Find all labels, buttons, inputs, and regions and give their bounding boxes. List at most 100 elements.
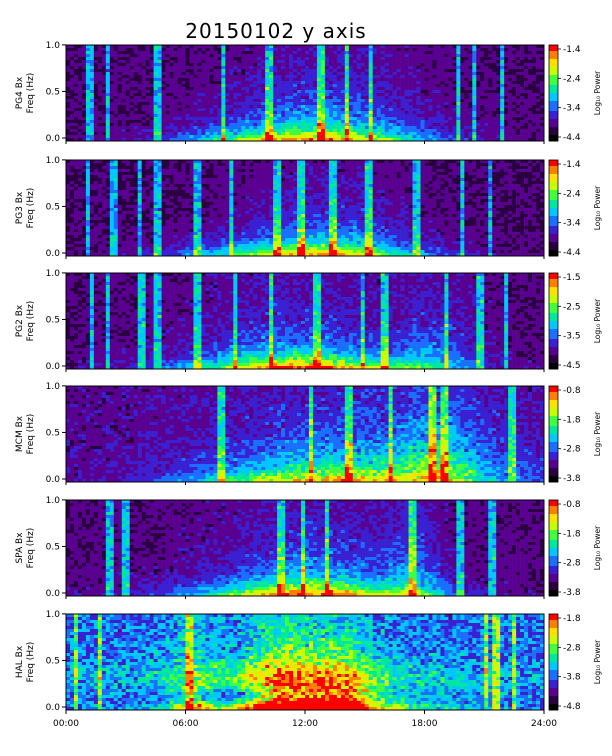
heatmap-cell bbox=[444, 96, 448, 99]
heatmap-cell bbox=[126, 75, 130, 78]
heatmap-cell bbox=[122, 57, 126, 60]
heatmap-cell bbox=[305, 120, 309, 123]
heatmap-cell bbox=[201, 99, 205, 102]
heatmap-cell bbox=[197, 120, 201, 123]
heatmap-cell bbox=[472, 132, 476, 135]
heatmap-cell bbox=[118, 96, 122, 99]
heatmap-cell bbox=[138, 90, 142, 93]
heatmap-cell bbox=[504, 90, 508, 93]
heatmap-cell bbox=[217, 72, 221, 75]
heatmap-cell bbox=[297, 66, 301, 69]
heatmap-cell bbox=[452, 99, 456, 102]
heatmap-cell bbox=[464, 75, 468, 78]
heatmap-cell bbox=[114, 111, 118, 114]
heatmap-cell bbox=[142, 126, 146, 129]
heatmap-cell bbox=[273, 51, 277, 54]
heatmap-cell bbox=[126, 117, 130, 120]
heatmap-cell bbox=[496, 120, 500, 123]
heatmap-cell bbox=[82, 235, 86, 238]
heatmap-cell bbox=[273, 90, 277, 93]
heatmap-cell bbox=[249, 90, 253, 93]
heatmap-cell bbox=[205, 135, 209, 138]
heatmap-cell bbox=[78, 214, 82, 217]
heatmap-cell bbox=[193, 75, 197, 78]
heatmap-cell bbox=[285, 129, 289, 132]
heatmap-cell bbox=[249, 99, 253, 102]
heatmap-cell bbox=[373, 99, 377, 102]
heatmap-cell bbox=[452, 135, 456, 138]
heatmap-cell bbox=[142, 48, 146, 51]
heatmap-cell bbox=[134, 187, 138, 190]
heatmap-cell bbox=[245, 66, 249, 69]
heatmap-cell bbox=[273, 93, 277, 96]
heatmap-cell bbox=[385, 51, 389, 54]
heatmap-cell bbox=[146, 78, 150, 81]
heatmap-cell bbox=[114, 238, 118, 241]
heatmap-cell bbox=[182, 247, 186, 250]
heatmap-cell bbox=[233, 96, 237, 99]
heatmap-cell bbox=[150, 163, 154, 166]
heatmap-cell bbox=[122, 193, 126, 196]
heatmap-cell bbox=[345, 54, 349, 57]
heatmap-cell bbox=[293, 57, 297, 60]
heatmap-cell bbox=[193, 205, 197, 208]
heatmap-cell bbox=[257, 72, 261, 75]
heatmap-cell bbox=[241, 54, 245, 57]
heatmap-cell bbox=[524, 60, 528, 63]
heatmap-cell bbox=[182, 48, 186, 51]
heatmap-cell bbox=[269, 66, 273, 69]
heatmap-cell bbox=[174, 84, 178, 87]
heatmap-cell bbox=[377, 108, 381, 111]
heatmap-cell bbox=[265, 102, 269, 105]
heatmap-cell bbox=[468, 90, 472, 93]
heatmap-cell bbox=[78, 72, 82, 75]
heatmap-cell bbox=[500, 63, 504, 66]
heatmap-cell bbox=[189, 108, 193, 111]
heatmap-cell bbox=[158, 60, 162, 63]
heatmap-cell bbox=[122, 238, 126, 241]
heatmap-cell bbox=[174, 202, 178, 205]
heatmap-cell bbox=[468, 93, 472, 96]
heatmap-cell bbox=[82, 87, 86, 90]
heatmap-cell bbox=[134, 57, 138, 60]
heatmap-cell bbox=[126, 84, 130, 87]
heatmap-cell bbox=[166, 114, 170, 117]
heatmap-cell bbox=[158, 90, 162, 93]
heatmap-cell bbox=[428, 51, 432, 54]
heatmap-cell bbox=[305, 99, 309, 102]
heatmap-cell bbox=[170, 178, 174, 181]
heatmap-cell bbox=[174, 51, 178, 54]
heatmap-cell bbox=[345, 135, 349, 138]
heatmap-cell bbox=[305, 129, 309, 132]
heatmap-cell bbox=[118, 247, 122, 250]
heatmap-cell bbox=[393, 111, 397, 114]
heatmap-cell bbox=[460, 63, 464, 66]
heatmap-cell bbox=[476, 60, 480, 63]
heatmap-cell bbox=[373, 102, 377, 105]
heatmap-cell bbox=[421, 48, 425, 51]
heatmap-cell bbox=[353, 90, 357, 93]
heatmap-cell bbox=[233, 102, 237, 105]
heatmap-cell bbox=[138, 51, 142, 54]
heatmap-cell bbox=[532, 102, 536, 105]
heatmap-cell bbox=[182, 217, 186, 220]
heatmap-cell bbox=[170, 111, 174, 114]
heatmap-cell bbox=[333, 66, 337, 69]
heatmap-cell bbox=[209, 111, 213, 114]
heatmap-cell bbox=[357, 123, 361, 126]
heatmap-cell bbox=[448, 108, 452, 111]
heatmap-cell bbox=[150, 202, 154, 205]
heatmap-cell bbox=[237, 126, 241, 129]
heatmap-cell bbox=[209, 93, 213, 96]
heatmap-cell bbox=[249, 84, 253, 87]
heatmap-cell bbox=[178, 235, 182, 238]
heatmap-cell bbox=[365, 123, 369, 126]
heatmap-cell bbox=[508, 93, 512, 96]
heatmap-cell bbox=[162, 81, 166, 84]
heatmap-cell bbox=[217, 135, 221, 138]
heatmap-cell bbox=[436, 93, 440, 96]
heatmap-cell bbox=[114, 172, 118, 175]
heatmap-cell bbox=[309, 81, 313, 84]
heatmap-cell bbox=[361, 90, 365, 93]
heatmap-cell bbox=[508, 114, 512, 117]
